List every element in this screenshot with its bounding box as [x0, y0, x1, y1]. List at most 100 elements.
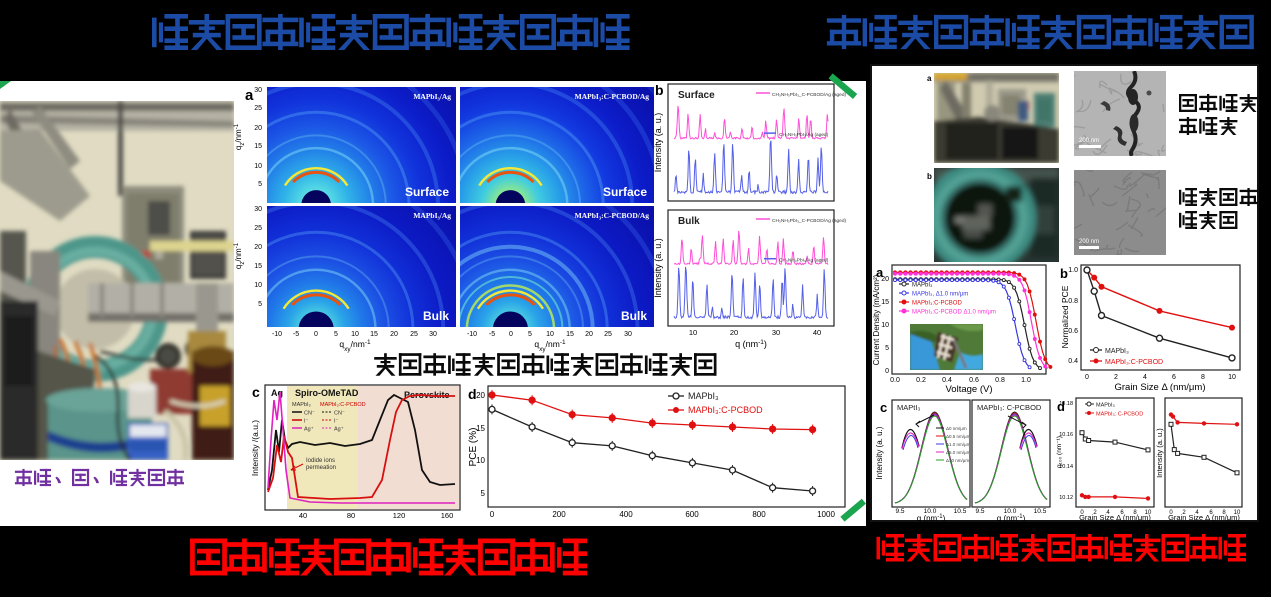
svg-text:1000: 1000 — [817, 510, 835, 519]
svg-text:0.6: 0.6 — [1068, 328, 1078, 335]
svg-text:Bulk: Bulk — [621, 309, 647, 323]
svg-text:15: 15 — [254, 263, 262, 270]
svg-text:10.0: 10.0 — [1004, 508, 1017, 515]
svg-text:15: 15 — [370, 331, 378, 338]
svg-text:9.5: 9.5 — [895, 508, 904, 515]
svg-text:10.5: 10.5 — [954, 508, 967, 515]
svg-text:CH₃NH₃PbI₃/Ag (aged): CH₃NH₃PbI₃/Ag (aged) — [779, 132, 829, 138]
svg-text:Δ5.0 nm/μm: Δ5.0 nm/μm — [946, 450, 971, 455]
svg-text:0: 0 — [509, 331, 513, 338]
svg-text:MAPbI₃:C-PCBOD: MAPbI₃:C-PCBOD — [688, 405, 763, 415]
svg-text:5: 5 — [528, 331, 532, 338]
svg-text:400: 400 — [619, 510, 633, 519]
svg-text:c: c — [252, 384, 260, 400]
svg-text:Ag⁺: Ag⁺ — [304, 426, 314, 433]
svg-text:Normalized PCE: Normalized PCE — [1060, 285, 1070, 348]
svg-text:Ag⁺: Ag⁺ — [334, 426, 344, 433]
svg-text:Δ1.0 nm/μm: Δ1.0 nm/μm — [946, 442, 971, 447]
svg-text:Grain Size Δ (nm/μm): Grain Size Δ (nm/μm) — [1168, 513, 1240, 522]
svg-text:8: 8 — [1201, 374, 1205, 381]
svg-text:0.6: 0.6 — [969, 377, 979, 384]
svg-text:Surface: Surface — [678, 90, 715, 101]
svg-text:160: 160 — [441, 511, 454, 520]
svg-text:10: 10 — [1145, 510, 1152, 516]
svg-text:20: 20 — [476, 391, 485, 400]
svg-text:Spiro-OMeTAD: Spiro-OMeTAD — [295, 388, 359, 398]
svg-text:40: 40 — [813, 328, 821, 337]
svg-text:MAPbI₃: MAPbI₃ — [1105, 348, 1129, 355]
svg-text:Bulk: Bulk — [678, 216, 700, 227]
svg-text:1.0: 1.0 — [1021, 377, 1031, 384]
svg-text:10.16: 10.16 — [1059, 432, 1073, 438]
svg-text:0: 0 — [1080, 510, 1084, 516]
svg-text:0: 0 — [1169, 510, 1173, 516]
svg-text:30: 30 — [624, 331, 632, 338]
svg-text:MAPtI₃: MAPtI₃ — [897, 403, 920, 412]
svg-text:Intensity (a. u.): Intensity (a. u.) — [875, 426, 884, 479]
svg-text:10: 10 — [351, 331, 359, 338]
svg-text:-10: -10 — [272, 331, 282, 338]
svg-text:MAPbI₃:C-PCBOD: MAPbI₃:C-PCBOD — [912, 301, 962, 307]
svg-text:MAPbI₃: MAPbI₃ — [1096, 403, 1115, 409]
svg-text:Surface: Surface — [603, 185, 647, 199]
svg-text:MAPbI₃/Ag: MAPbI₃/Ag — [413, 211, 451, 220]
svg-text:0.2: 0.2 — [916, 377, 926, 384]
svg-text:Intensity /(a.u.): Intensity /(a.u.) — [250, 420, 260, 476]
svg-text:0.4: 0.4 — [1068, 358, 1078, 365]
svg-text:600: 600 — [685, 510, 699, 519]
svg-text:0: 0 — [314, 331, 318, 338]
svg-text:a: a — [245, 87, 254, 104]
svg-text:5: 5 — [885, 345, 889, 352]
svg-text:5: 5 — [334, 331, 338, 338]
svg-text:30: 30 — [772, 328, 780, 337]
svg-text:q (nm-1): q (nm-1) — [917, 514, 946, 523]
svg-text:10: 10 — [689, 328, 697, 337]
svg-text:Grain Size Δ (nm/μm): Grain Size Δ (nm/μm) — [1079, 513, 1151, 522]
svg-text:a: a — [876, 265, 884, 280]
svg-text:20: 20 — [881, 276, 889, 283]
svg-text:MAPbI₃, Δ1.0 nm/μm: MAPbI₃, Δ1.0 nm/μm — [912, 292, 968, 298]
svg-text:200 nm: 200 nm — [1079, 138, 1099, 144]
svg-text:d: d — [468, 386, 477, 402]
svg-text:Surface: Surface — [405, 185, 449, 199]
svg-text:15: 15 — [476, 424, 485, 433]
svg-text:MAPbI₃:C-PCBOD/Ag: MAPbI₃:C-PCBOD/Ag — [575, 92, 650, 101]
svg-text:Voltage (V): Voltage (V) — [946, 384, 993, 395]
svg-text:MAPbI₃:C-PCBOD: MAPbI₃:C-PCBOD — [320, 402, 366, 408]
svg-text:CN⁻: CN⁻ — [334, 411, 345, 417]
svg-text:15: 15 — [566, 331, 574, 338]
svg-text:MAPbI₃/Ag: MAPbI₃/Ag — [413, 92, 451, 101]
svg-text:30: 30 — [429, 331, 437, 338]
svg-text:MAPbI₃:C-PCBOD: MAPbI₃:C-PCBOD — [1105, 359, 1163, 366]
svg-text:80: 80 — [347, 511, 355, 520]
svg-text:1.0: 1.0 — [1068, 267, 1078, 274]
svg-text:MAPbI₃: MAPbI₃ — [292, 402, 311, 408]
svg-text:4: 4 — [1106, 510, 1110, 516]
svg-text:0.8: 0.8 — [1068, 298, 1078, 305]
svg-text:CH₃NH₃PbI₃/Ag (aged): CH₃NH₃PbI₃/Ag (aged) — [779, 258, 829, 264]
svg-text:q (nm-1): q (nm-1) — [735, 339, 767, 350]
svg-text:4: 4 — [1195, 510, 1199, 516]
svg-text:6: 6 — [1172, 374, 1176, 381]
svg-text:10.14: 10.14 — [1059, 464, 1073, 470]
svg-text:120: 120 — [393, 511, 406, 520]
svg-text:MAPbI₃:C-PCBOD Δ1.0 nm/μm: MAPbI₃:C-PCBOD Δ1.0 nm/μm — [912, 310, 996, 316]
svg-text:0: 0 — [885, 368, 889, 375]
svg-text:Intensity (a. u.): Intensity (a. u.) — [653, 238, 663, 298]
svg-text:0.0: 0.0 — [890, 377, 900, 384]
svg-text:Bulk: Bulk — [423, 309, 449, 323]
svg-text:-5: -5 — [293, 331, 299, 338]
svg-text:10.18: 10.18 — [1059, 401, 1073, 407]
svg-text:4: 4 — [1143, 374, 1147, 381]
svg-text:MAPbI₃:C-PCBOD/Ag: MAPbI₃:C-PCBOD/Ag — [575, 211, 650, 220]
svg-text:10.12: 10.12 — [1059, 495, 1073, 501]
svg-text:d: d — [1057, 399, 1065, 414]
svg-text:5: 5 — [258, 181, 262, 188]
svg-text:10: 10 — [881, 322, 889, 329]
svg-text:25: 25 — [254, 225, 262, 232]
svg-text:b: b — [927, 172, 932, 181]
svg-text:-5: -5 — [489, 331, 495, 338]
svg-text:Grain Size Δ (nm/μm): Grain Size Δ (nm/μm) — [1114, 382, 1205, 393]
svg-text:permeation: permeation — [306, 465, 336, 471]
svg-text:b: b — [655, 82, 664, 98]
